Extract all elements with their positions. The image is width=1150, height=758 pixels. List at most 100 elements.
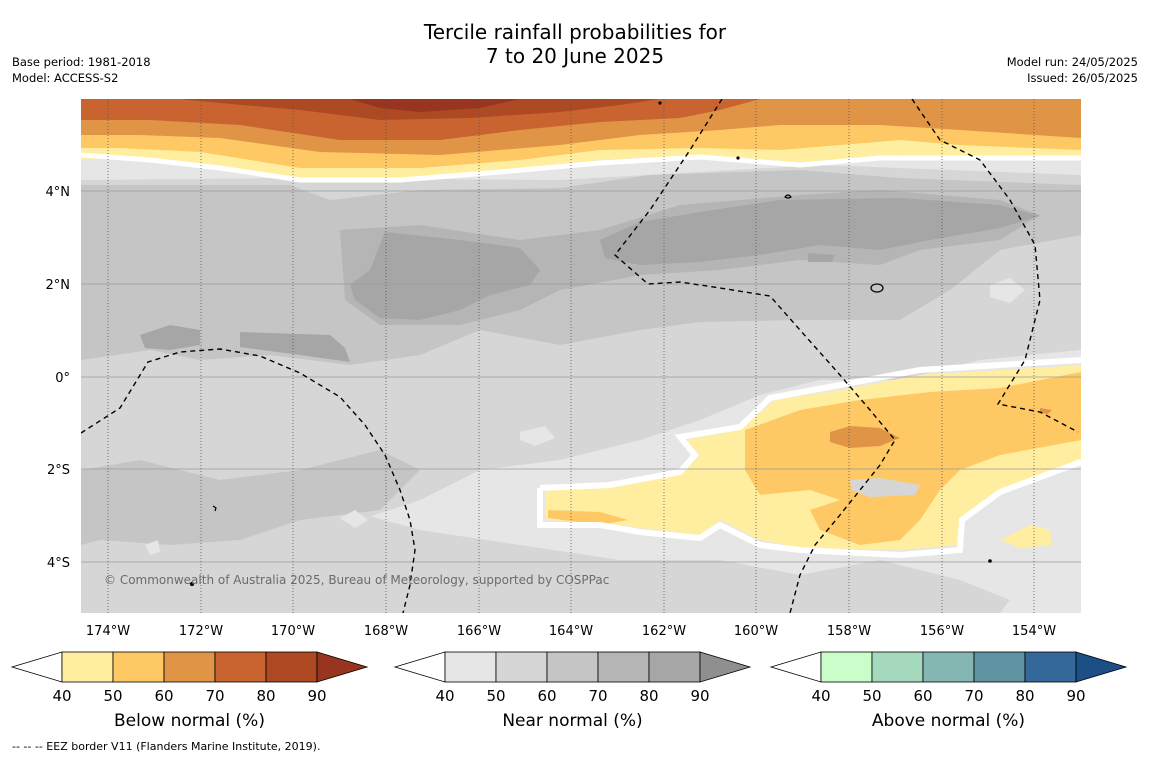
near-normal-colorbar-tick-50: 50 [486,687,505,705]
below-normal-colorbar-segment-1 [112,651,165,683]
below-normal-colorbar-tick-60: 60 [154,687,173,705]
below-normal-50-southeast [548,372,1081,545]
below-normal-colorbar-tick-90: 90 [307,687,326,705]
above-normal-colorbar-segment-1 [871,651,924,683]
below-normal-70-north [81,99,760,140]
below-normal-colorbar-over-triangle [316,651,369,683]
latitude-gridlines [81,190,1081,563]
white-gap-north [81,152,1081,183]
island-small-5 [988,559,992,563]
title-line-1: Tercile rainfall probabilities for [423,20,727,44]
near-normal-colorbar-tick-80: 80 [639,687,658,705]
chart-title: Tercile rainfall probabilities for 7 to … [0,20,1150,68]
near-normal-colorbar-tick-60: 60 [537,687,556,705]
map-panel: © Commonwealth of Australia 2025, Bureau… [81,99,1081,613]
eez-border-kiribati-phoenix [81,348,416,613]
base-period: Base period: 1981-2018 [12,55,151,69]
above-normal-colorbar-segment-3 [973,651,1026,683]
below-normal-colorbar-tick-40: 40 [52,687,71,705]
below-normal-colorbar-segment-3 [214,651,267,683]
above-normal-colorbar-over-triangle [1075,651,1128,683]
below-normal-colorbar-tick-80: 80 [256,687,275,705]
copyright-notice: © Commonwealth of Australia 2025, Bureau… [104,573,609,587]
lon-label-164w: 164°W [549,624,593,639]
lon-label-170w: 170°W [271,624,315,639]
below-normal-colorbar-tick-50: 50 [103,687,122,705]
below-normal-colorbar-label: Below normal (%) [114,711,265,731]
above-normal-colorbar-segment-0 [820,651,873,683]
issued-date: Issued: 26/05/2025 [1027,71,1138,85]
near-normal-colorbar-tick-70: 70 [588,687,607,705]
below-normal-colorbar-tick-70: 70 [205,687,224,705]
model-name: Model: ACCESS-S2 [12,71,119,85]
near-normal-colorbar-tick-90: 90 [690,687,709,705]
below-normal-60-southeast [830,408,1052,448]
island-tabuaeran [784,194,792,199]
title-line-2: 7 to 20 June 2025 [485,44,665,68]
near-normal-80-west [140,253,835,362]
above-normal-colorbar-tick-40: 40 [811,687,830,705]
near-normal-colorbar-tick-40: 40 [435,687,454,705]
lat-label-2n: 2°N [46,278,71,293]
near-normal-colorbar-segment-0 [444,651,497,683]
lon-label-154w: 154°W [1012,624,1056,639]
above-normal-colorbar-tick-50: 50 [862,687,881,705]
below-normal-colorbar-segment-4 [265,651,318,683]
lon-label-156w: 156°W [920,624,964,639]
near-normal-80-central [350,232,540,320]
near-normal-colorbar-segment-1 [495,651,548,683]
lat-label-0: 0° [55,371,70,386]
meta-right: Model run: 24/05/2025 Issued: 26/05/2025 [1007,54,1138,86]
island-small-1 [212,505,217,512]
above-normal-colorbar-label: Above normal (%) [872,711,1025,731]
near-normal-colorbar: 40 50 60 70 80 90 Near normal (%) [393,651,752,731]
lat-label-4s: 4°S [47,556,70,571]
below-normal-40-southeast-small [1000,525,1052,548]
above-normal-colorbar-tick-60: 60 [913,687,932,705]
lon-label-162w: 162°W [642,624,686,639]
above-normal-colorbar-segment-2 [922,651,975,683]
near-normal-colorbar-label: Near normal (%) [502,711,642,731]
above-normal-colorbar-tick-90: 90 [1066,687,1085,705]
island-kiritimati [870,283,884,293]
lat-label-4n: 4°N [46,185,71,200]
above-normal-colorbar-tick-70: 70 [964,687,983,705]
island-small-2 [189,581,195,587]
colorbar-legends: 40 50 60 70 80 90 Below normal (%) 40 50 60 70 80 90… [10,651,1128,731]
latitude-labels: 4°N 2°N 0° 2°S 4°S [46,185,71,571]
lon-label-174w: 174°W [86,624,130,639]
near-normal-60-south [81,450,420,545]
below-normal-colorbar: 40 50 60 70 80 90 Below normal (%) [10,651,369,731]
lon-label-160w: 160°W [734,624,778,639]
white-gap-southeast [537,357,1081,559]
meta-left: Base period: 1981-2018 Model: ACCESS-S2 [12,54,151,86]
near-normal-80-north [600,198,1040,265]
eez-border-east [911,99,1079,433]
near-normal-colorbar-segment-3 [597,651,650,683]
below-normal-colorbar-segment-0 [61,651,114,683]
below-normal-colorbar-segment-2 [163,651,216,683]
above-normal-colorbar-tick-80: 80 [1015,687,1034,705]
islands [189,101,992,587]
below-normal-colorbar-under-triangle [10,651,63,683]
near-normal-colorbar-under-triangle [393,651,446,683]
island-small-3 [658,101,662,105]
island-small-4 [736,156,740,160]
lon-label-166w: 166°W [457,624,501,639]
above-normal-colorbar-segment-4 [1024,651,1077,683]
near-normal-50-south [81,505,1010,613]
lon-label-158w: 158°W [827,624,871,639]
near-normal-colorbar-segment-4 [648,651,701,683]
model-run: Model run: 24/05/2025 [1006,55,1138,69]
lon-label-168w: 168°W [364,624,408,639]
eez-footnote: -- -- -- EEZ border V11 (Flanders Marine… [12,740,321,753]
near-normal-colorbar-segment-2 [546,651,599,683]
above-normal-colorbar-under-triangle [769,651,822,683]
longitude-labels: 174°W 172°W 170°W 168°W 166°W 164°W 162°… [86,624,1056,639]
near-normal-colorbar-over-triangle [699,651,752,683]
above-normal-colorbar: 40 50 60 70 80 90 Above normal (%) [769,651,1128,731]
eez-borders [81,99,1079,613]
below-normal-90-north [350,99,520,112]
lat-label-2s: 2°S [47,463,70,478]
